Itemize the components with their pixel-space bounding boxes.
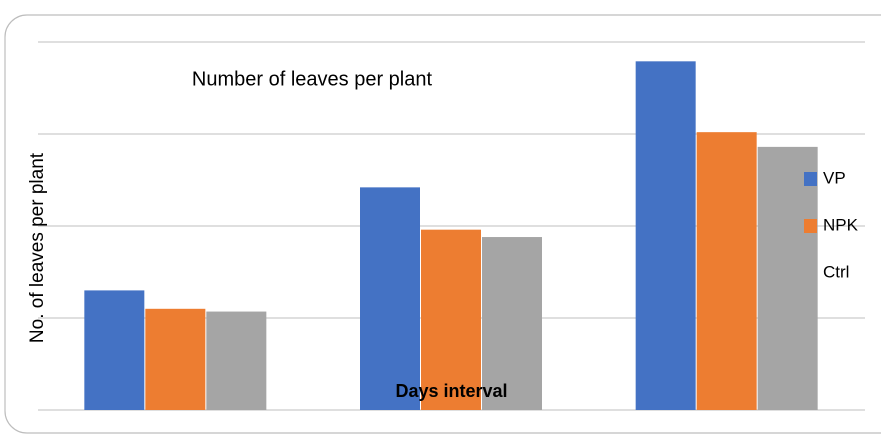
legend-swatch [804, 172, 817, 186]
legend-swatch [804, 266, 817, 280]
bar [482, 237, 542, 410]
bar [635, 61, 696, 410]
legend-label: NPK [823, 215, 859, 234]
legend-label: Ctrl [823, 262, 849, 281]
bar [145, 308, 206, 410]
bar [84, 290, 145, 410]
bar [206, 311, 267, 410]
bar [421, 229, 481, 410]
chart-title: Number of leaves per plant [192, 68, 433, 90]
x-axis-label: Days interval [395, 381, 507, 401]
chart-frame [4, 14, 881, 434]
legend-swatch [804, 219, 817, 233]
y-axis-label: No. of leaves per plant [27, 152, 48, 343]
legend-label: VP [823, 168, 846, 187]
bar [360, 187, 420, 410]
bar [696, 132, 757, 410]
